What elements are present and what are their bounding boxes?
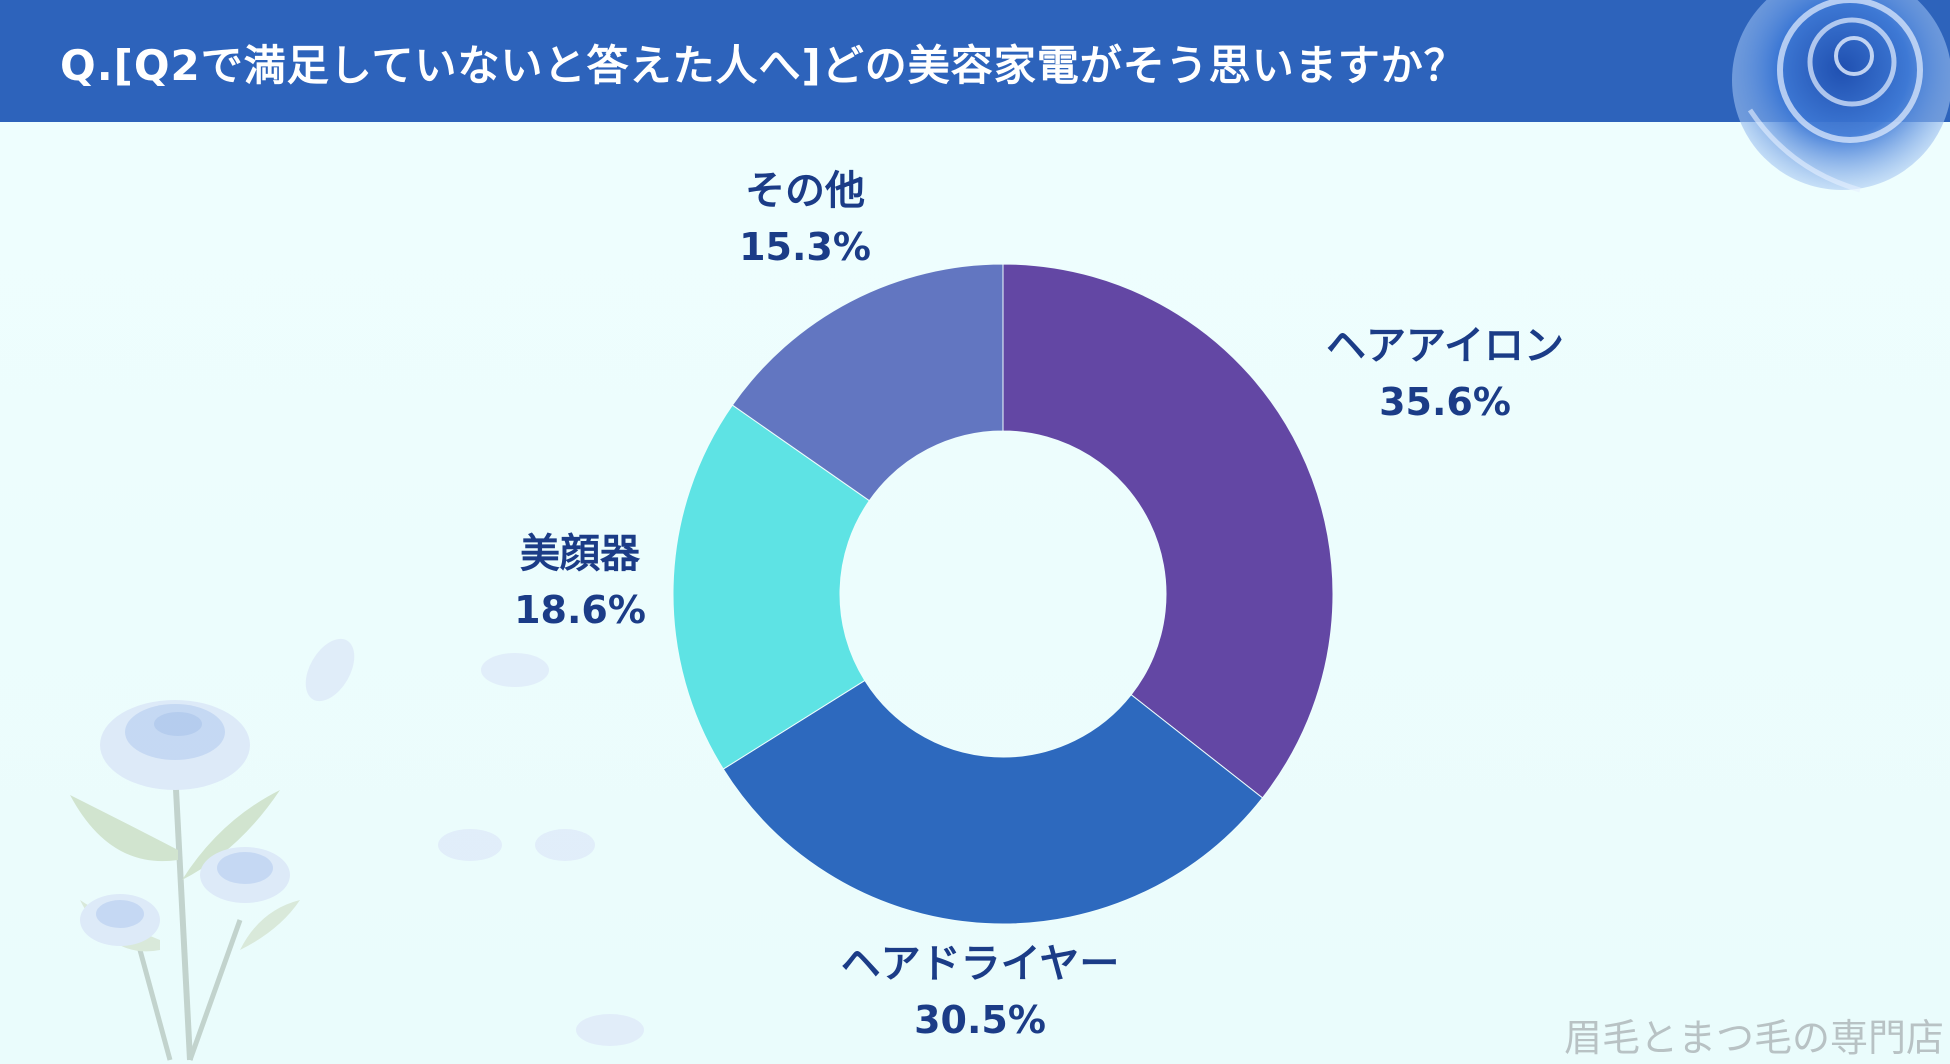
page-title: Q.[Q2で満足していないと答えた人へ]どの美容家電がそう思いますか？ (60, 41, 1467, 90)
slice-label-name: その他 (745, 168, 865, 214)
slice-label-value: 15.3% (739, 225, 871, 269)
slice-label-value: 35.6% (1379, 380, 1511, 424)
donut-slice-3 (731, 263, 1004, 502)
slice-label-hair-iron: ヘアアイロン 35.6% (1300, 318, 1590, 430)
slice-label-hair-dryer: ヘアドライヤー 30.5% (815, 936, 1145, 1048)
brand-watermark: 眉毛とまつ毛の専門店 (1563, 1016, 1944, 1060)
rose-bouquet-illustration (70, 638, 644, 1061)
donut-slice-1 (722, 679, 1264, 925)
title-bar: Q.[Q2で満足していないと答えた人へ]どの美容家電がそう思いますか？ (0, 0, 1950, 122)
slice-label-facial-device: 美顔器 18.6% (480, 526, 680, 638)
slice-label-name: 美顔器 (520, 531, 640, 577)
donut-slice-2 (672, 404, 871, 770)
donut-slice-0 (1002, 263, 1334, 799)
slice-label-value: 18.6% (514, 588, 646, 632)
slice-label-value: 30.5% (914, 998, 1046, 1042)
blue-rose-illustration (1732, 0, 1950, 193)
slice-label-other: その他 15.3% (705, 163, 905, 275)
slice-label-name: ヘアドライヤー (840, 941, 1120, 987)
slice-label-name: ヘアアイロン (1326, 323, 1564, 369)
